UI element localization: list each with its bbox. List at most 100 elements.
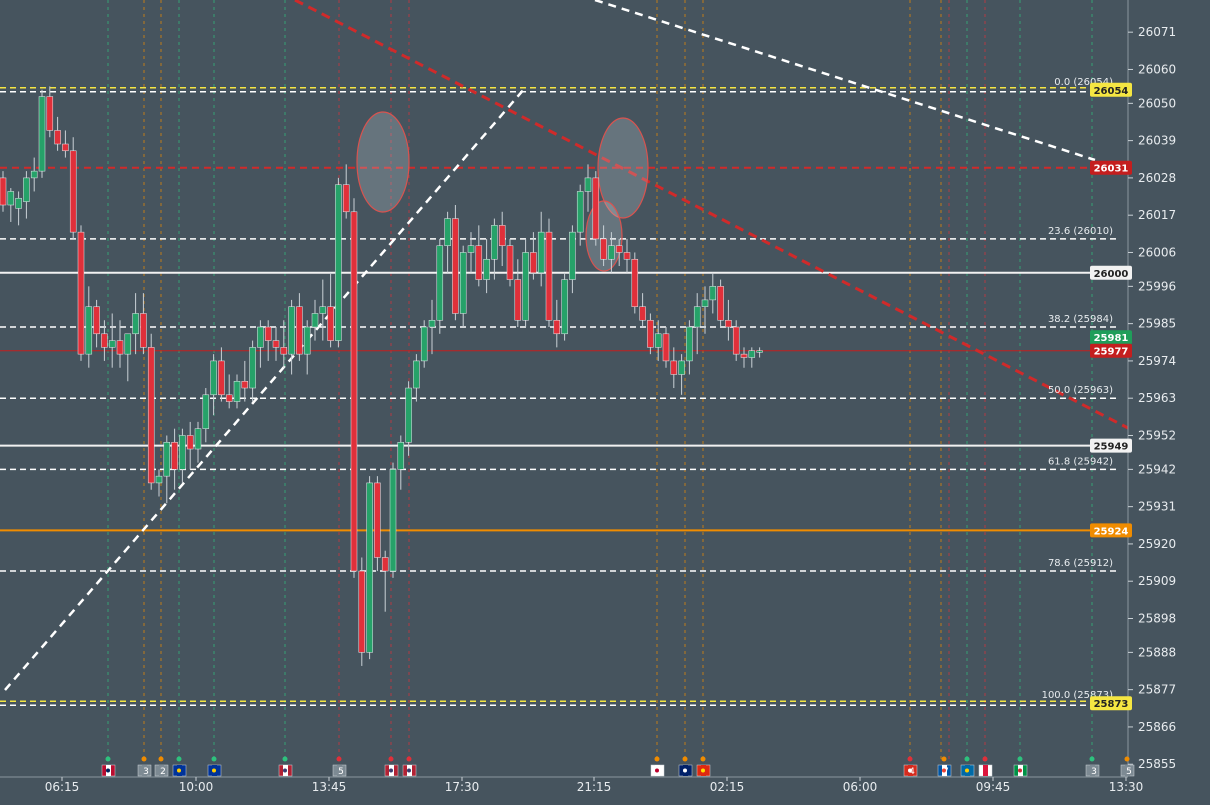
price-axis[interactable]: 26071 26060 26050 26039 26028 26017 26006 25996… <box>1127 0 1176 775</box>
norway-flag-icon-mark <box>106 768 110 773</box>
candle-body <box>54 130 61 145</box>
event-dot <box>941 756 947 762</box>
price-axis-tick-label: 26006 <box>1138 245 1176 259</box>
price-axis-tick-label: 25855 <box>1138 757 1176 771</box>
price-axis-tick-label: 25866 <box>1138 720 1176 734</box>
event-count-label: 3 <box>143 767 149 777</box>
china-flag-icon-mark <box>701 768 705 773</box>
event-dot <box>907 756 913 762</box>
event-dot <box>141 756 147 762</box>
event-dot <box>336 756 342 762</box>
candle-body <box>600 238 607 260</box>
candle-body <box>686 326 693 362</box>
candle-body <box>647 319 654 348</box>
price-axis-tick-label: 25888 <box>1138 645 1176 659</box>
candle-body <box>701 299 709 307</box>
candle-body <box>537 231 545 274</box>
us-flag-icon-mark <box>283 768 287 773</box>
candle-body <box>584 177 592 192</box>
price-tag-box <box>1090 265 1132 280</box>
candle-body <box>491 225 498 260</box>
candle-body <box>311 313 319 328</box>
event-dot <box>406 756 412 762</box>
price-axis-tick-label: 26039 <box>1138 134 1176 148</box>
candle-body <box>740 353 748 358</box>
price-tag-box <box>1090 330 1132 345</box>
price-axis-tick-label: 25909 <box>1138 574 1176 588</box>
time-axis-tick-label: 13:30 <box>1109 780 1144 794</box>
price-tags: 26054 26031 26000 25981 25977 25949 25924 25873 <box>1090 82 1132 711</box>
candle-body <box>654 333 662 348</box>
candle-body <box>280 347 288 355</box>
candle-body <box>452 218 459 314</box>
rising-trendline <box>4 87 526 691</box>
price-axis-tick-label: 25985 <box>1138 317 1176 331</box>
candle-body <box>381 557 389 572</box>
candle-body <box>335 184 342 341</box>
france-flag-icon-mark <box>942 768 946 773</box>
candle-body <box>69 150 77 233</box>
price-tag-text: 25977 <box>1094 347 1129 358</box>
candle-body <box>140 313 147 348</box>
candle-body <box>62 143 69 152</box>
candle-body <box>639 306 646 321</box>
fib-label: 61.8 (25942) <box>1048 456 1113 467</box>
candle-body <box>717 286 724 321</box>
event-dot <box>982 756 988 762</box>
candle-body <box>179 435 186 470</box>
event-vertical-lines <box>107 0 1093 760</box>
candle-body <box>210 360 217 396</box>
price-tag-text: 26031 <box>1094 164 1129 175</box>
candle-body <box>7 191 15 206</box>
time-axis[interactable]: 06:15 10:00 13:45 17:30 21:15 02:15 06:00 09:45… <box>0 776 1144 794</box>
candle-body <box>272 340 280 348</box>
us-flag-icon-mark <box>389 768 393 773</box>
candle-body <box>194 428 202 450</box>
candle-body <box>693 306 701 328</box>
event-dot <box>1089 756 1095 762</box>
count-badge-mark <box>337 768 341 773</box>
sweden-flag-icon-mark <box>965 768 969 773</box>
price-tag-text: 26000 <box>1094 269 1129 280</box>
candle-body <box>15 197 22 209</box>
event-count-label: 5 <box>338 767 344 777</box>
event-dot <box>388 756 394 762</box>
price-axis-tick-label: 25952 <box>1138 428 1176 442</box>
price-axis-tick-label: 26071 <box>1138 25 1176 39</box>
candle-body <box>233 380 241 402</box>
event-count-label: 4 <box>909 767 915 777</box>
time-axis-tick-label: 02:15 <box>710 780 745 794</box>
candle-body <box>732 326 740 355</box>
candle-body <box>475 245 483 280</box>
event-dot <box>1124 756 1130 762</box>
candle-body <box>428 319 436 328</box>
event-dot <box>1017 756 1023 762</box>
candle-body <box>101 333 108 348</box>
candle-body <box>327 306 334 341</box>
price-tag-box <box>1090 696 1132 711</box>
candle-body <box>257 326 264 348</box>
event-count-label: 7 <box>943 767 949 777</box>
price-axis-tick-label: 25974 <box>1138 354 1176 368</box>
price-axis-tick-label: 26060 <box>1138 62 1176 76</box>
candle-body <box>319 306 327 314</box>
candle-body <box>522 252 529 321</box>
candle-body <box>218 360 225 396</box>
candle-body <box>569 231 576 280</box>
candle-body <box>116 340 124 355</box>
swiss-flag-icon-mark <box>908 768 912 773</box>
candle-body <box>108 340 116 348</box>
eu-flag-icon-mark <box>212 768 216 773</box>
candle-body <box>93 306 100 335</box>
candle-body <box>303 326 311 355</box>
candle-body <box>615 245 623 253</box>
event-markers[interactable]: 3 2 5 4 7 3 5 <box>101 756 1135 778</box>
candle-body <box>483 258 490 280</box>
fib-label: 38.2 (25984) <box>1048 314 1113 325</box>
price-axis-tick-label: 25931 <box>1138 500 1176 514</box>
candle-body <box>171 442 178 470</box>
candle-body <box>30 170 38 179</box>
price-axis-tick-label: 25898 <box>1138 611 1176 625</box>
candle-body <box>506 245 514 280</box>
